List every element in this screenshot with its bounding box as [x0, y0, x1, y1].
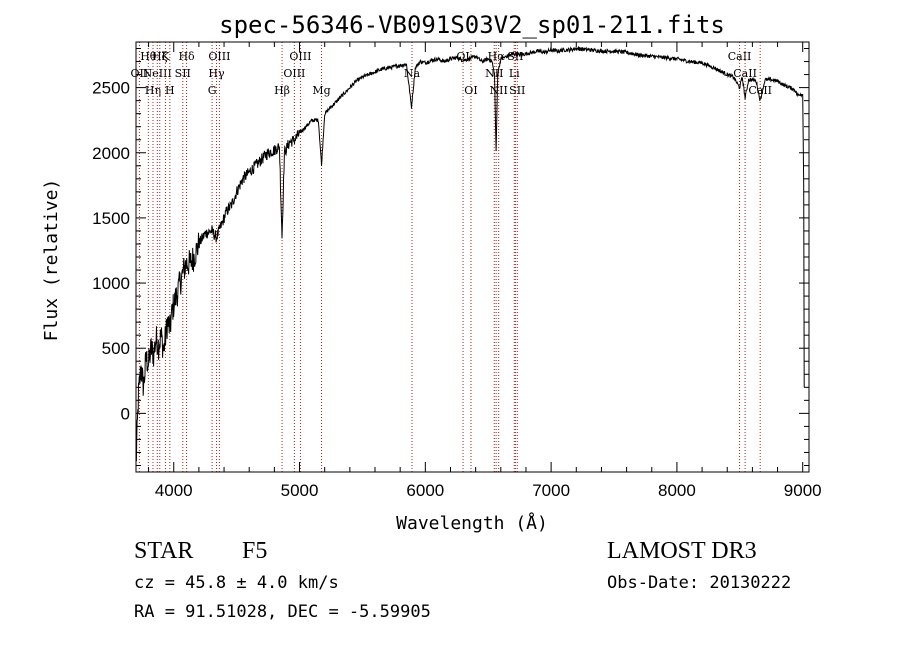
y-tick-label: 500 [102, 339, 130, 358]
survey-name: LAMOST DR3 [607, 538, 757, 564]
line-label: Hη [145, 84, 161, 97]
line-label: NII [490, 84, 508, 97]
y-axis-label: Flux (relative) [41, 179, 62, 342]
line-label: CaII [748, 84, 772, 97]
x-tick-label: 9000 [784, 481, 822, 500]
line-label: Hζ [152, 50, 168, 63]
line-label: CaII [733, 67, 757, 80]
y-tick-label: 1500 [92, 209, 130, 228]
line-label: OIII [289, 50, 311, 63]
line-label: G [208, 84, 217, 97]
line-label: SII [509, 84, 525, 97]
spectrum-series [135, 45, 805, 462]
plot-frame [135, 41, 810, 473]
y-tick-label: 0 [121, 404, 130, 423]
x-axis-label: Wavelength (Å) [396, 512, 548, 534]
x-tick-label: 4000 [155, 481, 193, 500]
line-label: Mg [312, 84, 330, 97]
ra-dec: RA = 91.51028, DEC = -5.59905 [134, 602, 431, 622]
object-class: STAR [134, 538, 194, 564]
line-label: OIII [283, 67, 305, 80]
line-label: H [165, 84, 175, 97]
y-tick-label: 2000 [92, 144, 130, 163]
line-label: OI [464, 84, 477, 97]
line-label: Hβ [274, 84, 290, 97]
x-tick-label: 7000 [532, 481, 570, 500]
line-label: OII [131, 67, 149, 80]
line-label: Hγ [208, 67, 225, 80]
object-subclass: F5 [242, 538, 268, 564]
line-label: SII [175, 67, 191, 80]
line-label: OIII [208, 50, 230, 63]
line-label: NeIII [143, 67, 172, 80]
spectrum-line [135, 45, 805, 462]
line-label: Hδ [178, 50, 195, 63]
y-tick-label: 1000 [92, 274, 130, 293]
x-tick-label: 8000 [658, 481, 696, 500]
axis-ticks: 4000 5000 6000 7000 8000 9000 0 500 1000 1500 2000… [92, 42, 822, 500]
redshift-cz: cz = 45.8 ± 4.0 km/s [134, 573, 339, 593]
line-label: Hθ [140, 50, 157, 63]
line-label: CaII [728, 50, 752, 63]
line-label: Li [509, 67, 520, 80]
obs-date: Obs-Date: 20130222 [607, 573, 792, 593]
y-tick-label: 2500 [92, 79, 130, 98]
x-tick-label: 5000 [281, 481, 319, 500]
line-label: SII [507, 50, 523, 63]
line-markers: OIIHθHηNeIIIHζKHSIIHδGHγOIIIHβOIIIOIIIMg… [131, 42, 772, 472]
chart-title: spec-56346-VB091S03V2_sp01-211.fits [219, 11, 725, 39]
line-label: K [161, 50, 170, 63]
x-tick-label: 6000 [406, 481, 444, 500]
line-label: Na [404, 67, 421, 80]
